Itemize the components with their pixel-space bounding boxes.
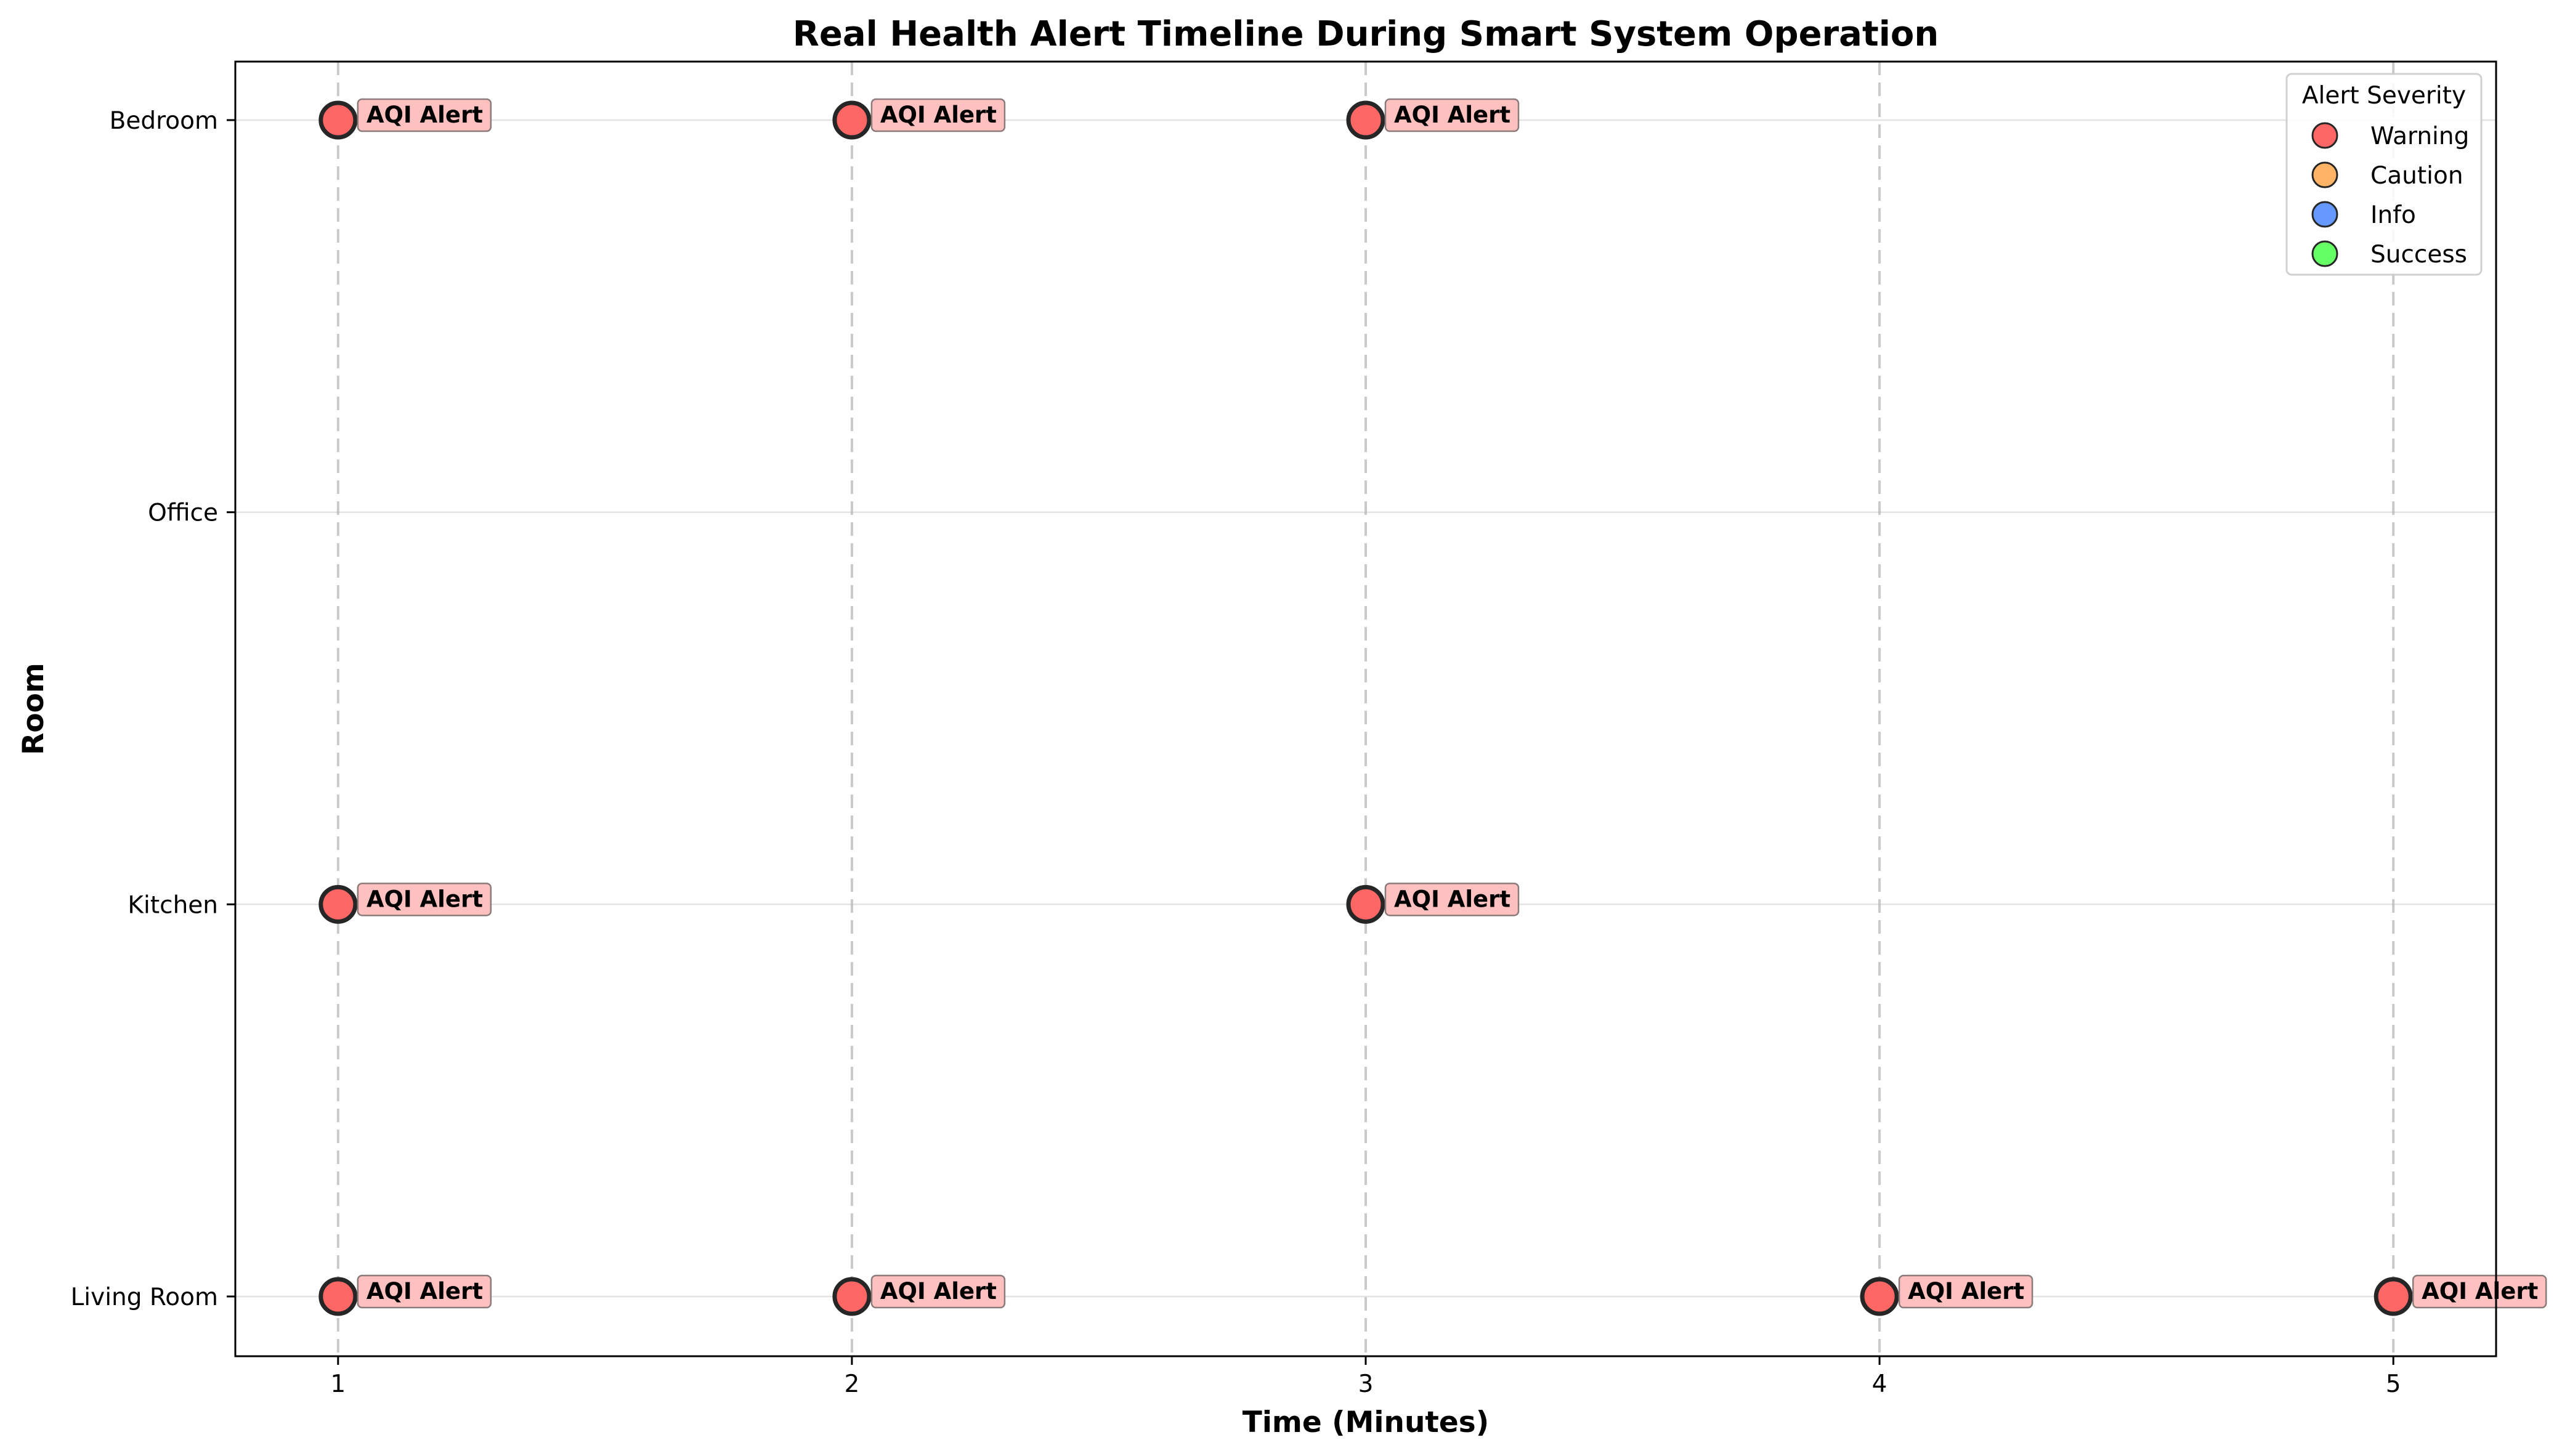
alert-label-box [1384, 883, 1520, 916]
y-tick-label: Kitchen [128, 891, 218, 919]
alert-point [1860, 1277, 1899, 1316]
alert-point [832, 100, 872, 140]
axis-layer: Living Room Kitchen Office Bedroom 1 2 3 4 5 [71, 107, 2401, 1398]
legend-entry-label: Caution [2370, 162, 2463, 190]
legend-entry-label: Warning [2370, 123, 2469, 150]
legend-marker [2311, 122, 2338, 149]
legend-marker [2311, 240, 2338, 267]
legend-title: Alert Severity [2302, 82, 2466, 110]
alert-label: AQI Alert [1394, 102, 1510, 128]
alert-label: AQI Alert [880, 1278, 997, 1304]
legend-entry-label: Success [2370, 241, 2467, 269]
alert-label-box [870, 98, 1006, 132]
alert-label-box [357, 1274, 492, 1309]
y-tick-label: Bedroom [110, 107, 218, 135]
alert-label-box [1384, 98, 1520, 132]
legend-box [2285, 73, 2483, 276]
alert-label: AQI Alert [1394, 886, 1510, 912]
alert-point [1346, 884, 1385, 924]
y-axis-label: Room [17, 663, 51, 755]
alert-label: AQI Alert [1908, 1278, 2024, 1304]
alert-label-box [357, 98, 492, 132]
alert-label-box [357, 883, 492, 916]
alert-point [832, 1277, 872, 1316]
chart-title: Real Health Alert Timeline During Smart … [793, 14, 1939, 54]
legend-entry-label: Info [2370, 201, 2416, 229]
legend-marker [2311, 201, 2338, 228]
marks-layer: AQI Alert AQI Alert AQI Alert AQI Alert AQI … [318, 98, 2547, 1316]
x-tick-label: 5 [2386, 1370, 2401, 1398]
alert-label: AQI Alert [880, 102, 997, 128]
legend: Alert Severity Warning Caution Info Success [2285, 73, 2483, 276]
alert-label-box [1898, 1274, 2033, 1309]
y-tick-label: Living Room [71, 1284, 218, 1311]
alert-point [318, 884, 358, 924]
y-tick-label: Office [148, 499, 218, 527]
alert-label: AQI Alert [367, 1278, 483, 1304]
alert-label-box [870, 1274, 1006, 1309]
x-axis-label: Time (Minutes) [1243, 1405, 1489, 1439]
x-tick-label: 1 [330, 1370, 346, 1398]
alert-label: AQI Alert [367, 102, 483, 128]
grid-layer [235, 62, 2496, 1356]
x-tick-label: 2 [844, 1370, 859, 1398]
alert-point [318, 100, 358, 140]
alert-point [318, 1277, 358, 1316]
alert-label: AQI Alert [2422, 1278, 2538, 1304]
alert-label: AQI Alert [367, 886, 483, 912]
x-tick-label: 4 [1872, 1370, 1887, 1398]
alert-label-box [2412, 1274, 2547, 1309]
x-tick-label: 3 [1358, 1370, 1374, 1398]
alert-point [2374, 1277, 2413, 1316]
alert-point [1346, 100, 1385, 140]
legend-marker [2311, 161, 2338, 188]
